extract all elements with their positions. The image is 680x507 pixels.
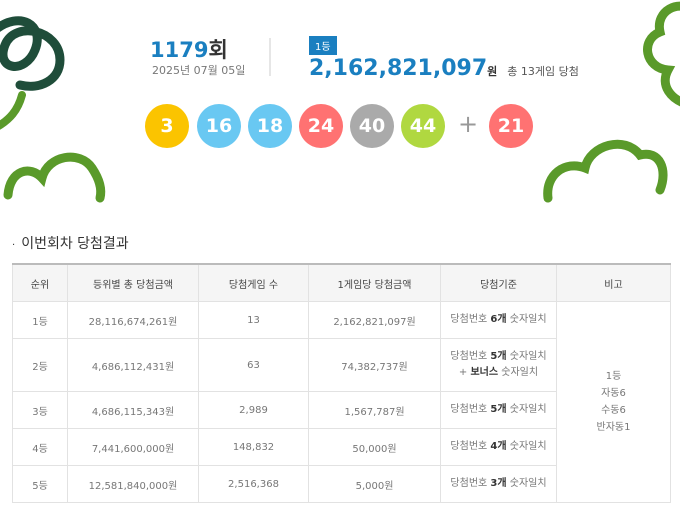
remark: 반자동1 (596, 422, 631, 433)
criteria-part: 숫자일치 (506, 441, 547, 452)
ball: 40 (350, 104, 394, 148)
deco-arc (0, 91, 26, 130)
criteria-part: 당첨번호 (450, 478, 491, 489)
cell-each: 2,162,821,097원 (308, 301, 441, 339)
cell-criteria: 당첨번호 4개 숫자일치 (440, 428, 557, 466)
decoration (0, 1, 680, 203)
criteria-line: 당첨번호 4개 숫자일치 (441, 439, 556, 455)
criteria-part: + (458, 367, 471, 378)
deco-loop (0, 16, 65, 91)
ball: 16 (197, 104, 241, 148)
cell-criteria: 당첨번호 6개 숫자일치 (440, 301, 557, 339)
row: 4등 7,441,600,000원 148,832 50,000원 당첨번호 4개 숫자… (12, 428, 671, 466)
prize-unit: 원 (487, 65, 498, 78)
cell-rank: 5등 (12, 465, 68, 503)
ball: 24 (299, 104, 343, 148)
deco-cloud (3, 152, 106, 203)
header-cell: 등위별 총 당첨금액 (67, 263, 199, 302)
criteria-part: 6개 (490, 314, 507, 325)
criteria-part: 5개 (490, 404, 507, 415)
cell-each: 50,000원 (308, 428, 441, 466)
row: 1등 28,116,674,261원 13 2,162,821,097원 당첨번호 6개… (12, 301, 671, 503)
cell-count: 63 (198, 338, 309, 392)
cell-criteria: 당첨번호 3개 숫자일치 (440, 465, 557, 503)
remark: 1등 (605, 371, 622, 382)
plus: + (458, 110, 479, 138)
criteria-part: 3개 (490, 478, 507, 489)
cell-total: 4,686,115,343원 (67, 391, 199, 429)
ball: 3 (145, 104, 189, 148)
header-cell: 당첨게임 수 (198, 263, 309, 302)
criteria-part: 숫자일치 (506, 404, 547, 415)
cell-total: 7,441,600,000원 (67, 428, 199, 466)
cell-criteria: 당첨번호 5개 숫자일치 (440, 391, 557, 429)
cell-each: 5,000원 (308, 465, 441, 503)
cell-rank: 3등 (12, 391, 68, 429)
prize-line: 2,162,821,097원 총 13게임 당첨 (309, 56, 579, 81)
cell-total: 12,581,840,000원 (67, 465, 199, 503)
cell-count: 148,832 (198, 428, 309, 466)
deco-cloud (643, 1, 680, 107)
results-table: 순위 등위별 총 당첨금액 당첨게임 수 1게임당 당첨금액 당첨기준 비고 1등 28,1… (12, 263, 671, 503)
cell-each: 74,382,737원 (308, 338, 441, 392)
cell-count: 2,989 (198, 391, 309, 429)
cell-rank: 2등 (12, 338, 68, 392)
deco-cloud (543, 139, 668, 203)
remark: 자동6 (601, 388, 626, 399)
criteria-part: 숫자일치 (498, 367, 539, 378)
header-cell: 1게임당 당첨금액 (308, 263, 441, 302)
criteria-part: 당첨번호 (450, 404, 491, 415)
row: 2등 4,686,112,431원 63 74,382,737원 당첨번호 5개 숫자일… (12, 338, 671, 392)
cell-rank: 4등 (12, 428, 68, 466)
header-cell: 당첨기준 (440, 263, 557, 302)
round: 1179회 (150, 34, 228, 64)
remark: 수동6 (601, 405, 626, 416)
cell-total: 28,116,674,261원 (67, 301, 199, 339)
cell-rank: 1등 (12, 301, 68, 339)
header-cell: 비고 (556, 263, 671, 302)
ball: 21 (489, 104, 533, 148)
section-title: · 이번회차 당첨결과 (12, 236, 129, 252)
criteria-part: 5개 (490, 351, 507, 362)
prize: 2,162,821,097 (309, 56, 488, 81)
table-body: 1등 28,116,674,261원 13 2,162,821,097원 당첨번호 6개… (12, 301, 671, 503)
criteria-line: 당첨번호 5개 숫자일치 (441, 349, 556, 365)
criteria-part: 숫자일치 (506, 478, 547, 489)
cell-count: 2,516,368 (198, 465, 309, 503)
section-title-text: 이번회차 당첨결과 (21, 236, 129, 252)
header-row: 순위 등위별 총 당첨금액 당첨게임 수 1게임당 당첨금액 당첨기준 비고 (12, 263, 671, 302)
criteria-part: 당첨번호 (450, 441, 491, 452)
round-unit: 회 (208, 38, 228, 62)
criteria-part: 당첨번호 (450, 351, 491, 362)
criteria-line: + 보너스 숫자일치 (441, 365, 556, 381)
header-cell: 순위 (12, 263, 68, 302)
cell-criteria: 당첨번호 5개 숫자일치 + 보너스 숫자일치 (440, 338, 557, 392)
round-number: 1179 (150, 38, 209, 62)
cell-each: 1,567,787원 (308, 391, 441, 429)
criteria-part: 숫자일치 (506, 351, 547, 362)
row: 3등 4,686,115,343원 2,989 1,567,787원 당첨번호 5개 숫… (12, 391, 671, 429)
winners: 총 13게임 당첨 (507, 65, 579, 78)
ball: 18 (248, 104, 292, 148)
ball: 44 (401, 104, 445, 148)
criteria-line: 당첨번호 5개 숫자일치 (441, 402, 556, 418)
criteria-line: 당첨번호 6개 숫자일치 (441, 312, 556, 328)
badge: 1등 (309, 36, 337, 55)
date: 2025년 07월 05일 (152, 64, 246, 77)
criteria-part: 당첨번호 (450, 314, 491, 325)
criteria-part: 보너스 (470, 367, 499, 378)
cell-count: 13 (198, 301, 309, 339)
cell-total: 4,686,112,431원 (67, 338, 199, 392)
criteria-line: 당첨번호 3개 숫자일치 (441, 476, 556, 492)
criteria-part: 4개 (490, 441, 507, 452)
row: 5등 12,581,840,000원 2,516,368 5,000원 당첨번호 3개 … (12, 465, 671, 503)
criteria-part: 숫자일치 (506, 314, 547, 325)
